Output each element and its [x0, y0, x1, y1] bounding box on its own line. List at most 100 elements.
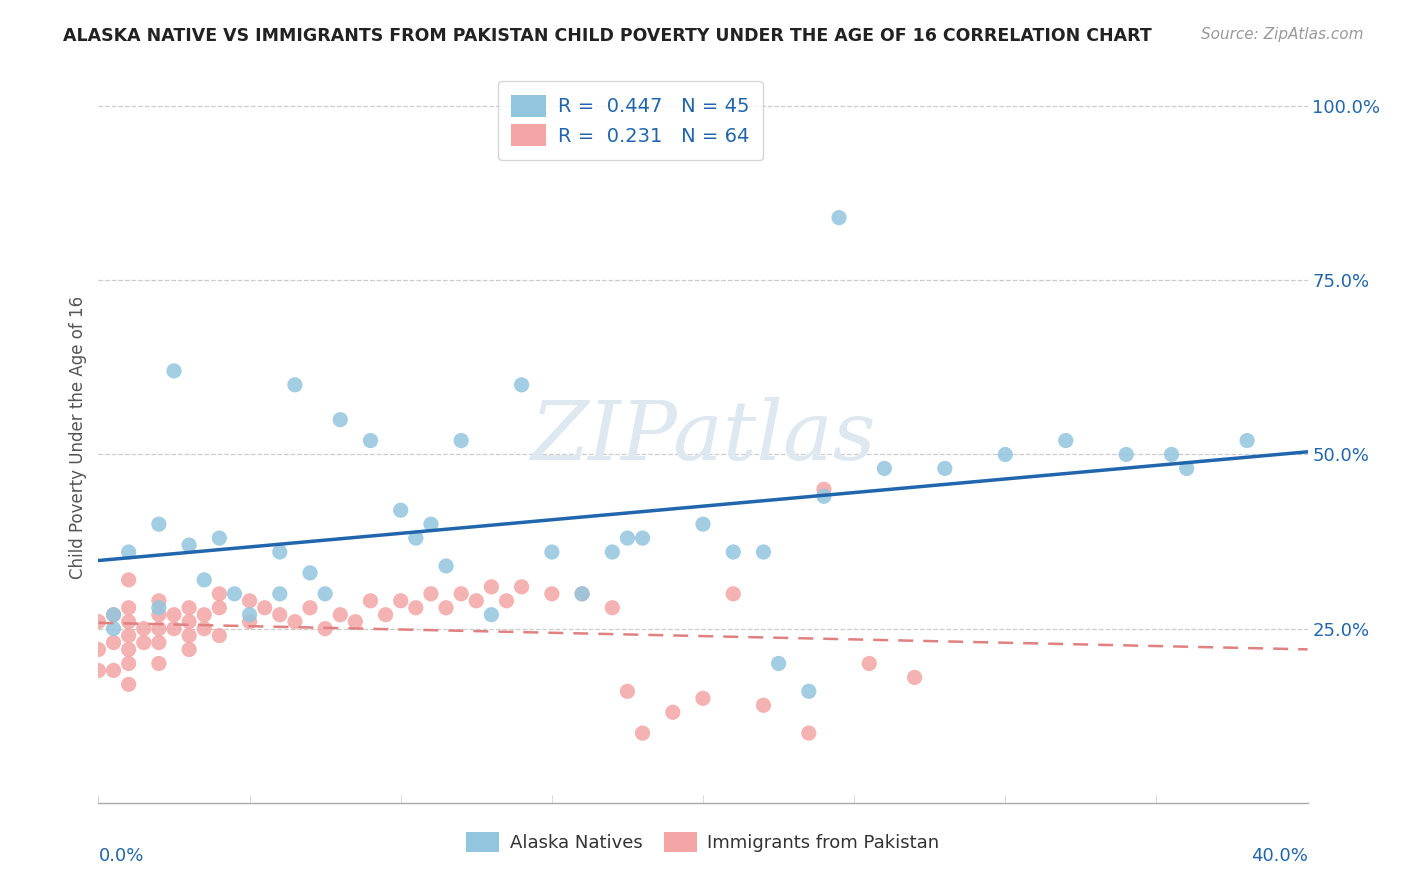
Point [163, 622, 186, 636]
Point [994, 448, 1017, 462]
Point [87, 664, 110, 678]
Point [253, 600, 276, 615]
Point [571, 587, 593, 601]
Point [616, 684, 638, 698]
Point [540, 545, 562, 559]
Point [723, 545, 745, 559]
Point [858, 657, 880, 671]
Point [208, 629, 231, 643]
Point [118, 600, 141, 615]
Point [148, 657, 170, 671]
Point [179, 642, 201, 657]
Point [163, 364, 186, 378]
Text: 40.0%: 40.0% [1251, 847, 1308, 864]
Point [631, 531, 654, 545]
Point [692, 517, 714, 532]
Point [163, 607, 186, 622]
Point [495, 594, 517, 608]
Point [420, 517, 443, 532]
Point [661, 705, 683, 719]
Point [118, 677, 141, 691]
Legend: Alaska Natives, Immigrants from Pakistan: Alaska Natives, Immigrants from Pakistan [460, 824, 946, 860]
Text: ALASKA NATIVE VS IMMIGRANTS FROM PAKISTAN CHILD POVERTY UNDER THE AGE OF 16 CORR: ALASKA NATIVE VS IMMIGRANTS FROM PAKISTA… [63, 27, 1152, 45]
Point [284, 377, 307, 392]
Point [481, 580, 503, 594]
Point [239, 607, 262, 622]
Point [934, 461, 956, 475]
Point [208, 531, 231, 545]
Text: Source: ZipAtlas.com: Source: ZipAtlas.com [1201, 27, 1364, 42]
Point [631, 726, 654, 740]
Point [148, 607, 170, 622]
Point [752, 698, 775, 713]
Point [360, 594, 382, 608]
Point [510, 580, 533, 594]
Point [329, 412, 352, 426]
Point [314, 622, 336, 636]
Point [813, 489, 835, 503]
Point [904, 670, 927, 684]
Point [797, 684, 820, 698]
Point [602, 600, 624, 615]
Point [1160, 448, 1182, 462]
Point [103, 607, 125, 622]
Text: ZIPatlas: ZIPatlas [530, 397, 876, 477]
Point [148, 594, 170, 608]
Point [797, 726, 820, 740]
Point [132, 635, 155, 649]
Point [405, 531, 427, 545]
Point [540, 587, 562, 601]
Point [344, 615, 367, 629]
Point [193, 607, 215, 622]
Point [239, 615, 262, 629]
Point [481, 607, 503, 622]
Point [118, 573, 141, 587]
Point [148, 622, 170, 636]
Point [103, 607, 125, 622]
Point [179, 629, 201, 643]
Point [118, 642, 141, 657]
Point [465, 594, 488, 608]
Point [813, 483, 835, 497]
Point [389, 503, 412, 517]
Text: 0.0%: 0.0% [98, 847, 143, 864]
Point [118, 657, 141, 671]
Point [118, 615, 141, 629]
Point [723, 587, 745, 601]
Point [389, 594, 412, 608]
Point [873, 461, 896, 475]
Point [284, 615, 307, 629]
Point [148, 600, 170, 615]
Point [420, 587, 443, 601]
Point [224, 587, 246, 601]
Point [768, 657, 790, 671]
Point [571, 587, 593, 601]
Point [692, 691, 714, 706]
Point [1175, 461, 1198, 475]
Point [103, 635, 125, 649]
Point [314, 587, 336, 601]
Point [148, 517, 170, 532]
Point [434, 558, 457, 573]
Point [1236, 434, 1258, 448]
Point [450, 587, 472, 601]
Point [179, 600, 201, 615]
Point [1115, 448, 1137, 462]
Point [405, 600, 427, 615]
Point [103, 622, 125, 636]
Point [87, 642, 110, 657]
Point [299, 566, 322, 580]
Point [602, 545, 624, 559]
Point [329, 607, 352, 622]
Point [239, 594, 262, 608]
Point [374, 607, 396, 622]
Point [269, 607, 291, 622]
Point [193, 622, 215, 636]
Point [208, 600, 231, 615]
Point [510, 377, 533, 392]
Point [269, 587, 291, 601]
Point [118, 545, 141, 559]
Point [132, 622, 155, 636]
Point [208, 587, 231, 601]
Point [616, 531, 638, 545]
